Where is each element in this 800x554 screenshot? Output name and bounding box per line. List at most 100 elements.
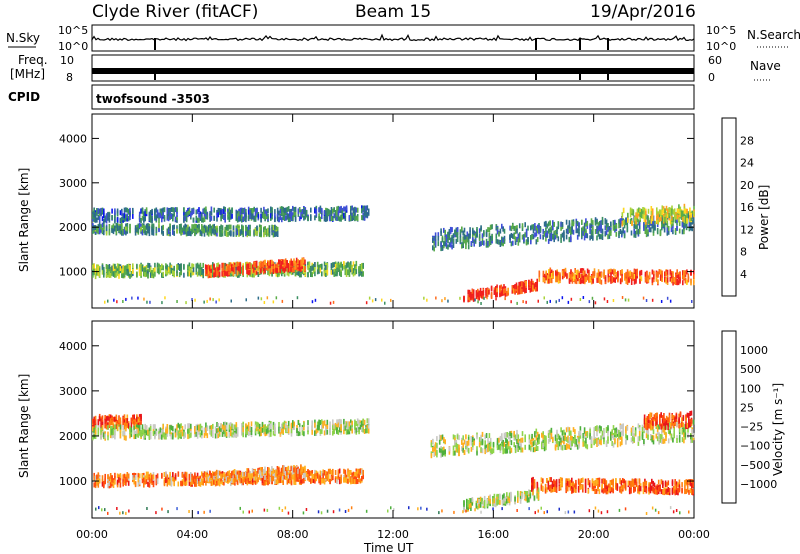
range-cell — [666, 223, 669, 229]
range-cell — [304, 207, 307, 213]
range-cell — [272, 430, 275, 436]
range-cell — [203, 217, 206, 222]
range-cell — [337, 263, 340, 269]
range-cell — [207, 273, 210, 279]
range-cell — [133, 414, 135, 420]
range-cell — [122, 217, 124, 223]
ground-cell — [332, 300, 335, 304]
range-cell — [258, 224, 261, 230]
range-cell — [625, 278, 627, 284]
range-cell — [140, 223, 142, 229]
range-cell — [203, 231, 206, 237]
range-cell — [539, 227, 542, 233]
range-cell — [670, 272, 673, 278]
range-cell — [604, 276, 607, 282]
range-cell — [550, 225, 553, 231]
range-cell — [300, 209, 302, 215]
range-cell — [625, 217, 627, 223]
ground-cell — [570, 297, 573, 301]
range-cell — [220, 216, 222, 222]
range-cell — [321, 263, 323, 269]
range-cell — [149, 425, 152, 431]
ground-cell — [374, 298, 377, 302]
range-cell — [238, 215, 240, 221]
range-cell — [443, 241, 445, 246]
nsearch-tick-top: 10^5 — [706, 24, 736, 37]
ground-cell — [161, 301, 163, 305]
range-cell — [257, 272, 260, 277]
range-cell — [363, 215, 366, 221]
range-cell — [680, 215, 683, 220]
freq-label-line2: [MHz] — [10, 67, 45, 81]
range-cell — [337, 205, 340, 211]
ground-cell — [113, 298, 115, 302]
range-cell — [287, 267, 290, 273]
range-cell — [143, 271, 145, 277]
range-cell — [367, 428, 370, 434]
range-cell — [583, 231, 586, 237]
range-cell — [112, 432, 115, 438]
range-cell — [619, 218, 622, 224]
range-cell — [672, 209, 675, 215]
range-cell — [122, 230, 124, 236]
range-cell — [645, 228, 648, 234]
range-cell — [127, 480, 130, 486]
range-cell — [116, 473, 119, 479]
range-cell — [174, 432, 177, 438]
range-cell — [592, 220, 594, 226]
range-cell — [296, 425, 298, 430]
range-cell — [137, 419, 140, 425]
range-cell — [96, 477, 98, 483]
range-cell — [161, 434, 163, 440]
range-cell — [677, 280, 680, 286]
range-cell — [633, 232, 635, 238]
range-cell — [254, 428, 257, 434]
range-cell — [271, 271, 273, 277]
range-cell — [597, 277, 600, 283]
range-cell — [684, 270, 687, 276]
range-cell — [242, 432, 244, 438]
range-cell — [236, 270, 239, 276]
range-cell — [169, 208, 171, 214]
range-cell — [507, 287, 509, 293]
range-cell — [679, 276, 681, 282]
ground-cell — [504, 297, 506, 301]
range-cell — [574, 278, 576, 284]
range-cell — [212, 429, 214, 435]
range-cell — [519, 281, 522, 287]
range-cell — [216, 231, 218, 237]
range-cell — [242, 217, 244, 222]
range-cell — [278, 422, 280, 427]
range-cell — [650, 206, 653, 211]
range-cell — [129, 273, 131, 279]
range-cell — [145, 230, 148, 236]
range-cell — [291, 261, 294, 267]
range-cell — [258, 227, 261, 233]
range-cell — [583, 226, 586, 232]
range-cell — [686, 213, 688, 219]
range-cell — [235, 210, 238, 216]
range-cell — [307, 216, 309, 222]
range-cell — [238, 211, 240, 217]
range-cell — [258, 269, 261, 275]
range-cell — [151, 208, 153, 214]
range-cell — [538, 229, 540, 235]
range-cell — [660, 211, 662, 217]
range-cell — [92, 223, 94, 228]
range-cell — [533, 283, 536, 289]
range-cell — [568, 273, 571, 278]
range-cell — [251, 264, 254, 270]
range-cell — [343, 261, 345, 266]
range-cell — [253, 229, 255, 235]
range-cell — [642, 207, 644, 212]
range-cell — [269, 262, 272, 268]
ground-cell — [423, 296, 425, 300]
range-cell — [556, 276, 558, 282]
range-cell — [355, 207, 358, 213]
range-cell — [92, 426, 94, 432]
range-cell — [152, 230, 155, 236]
range-cell — [613, 277, 615, 283]
range-cell — [298, 423, 301, 429]
range-cell — [199, 432, 202, 438]
range-cell — [158, 227, 160, 233]
